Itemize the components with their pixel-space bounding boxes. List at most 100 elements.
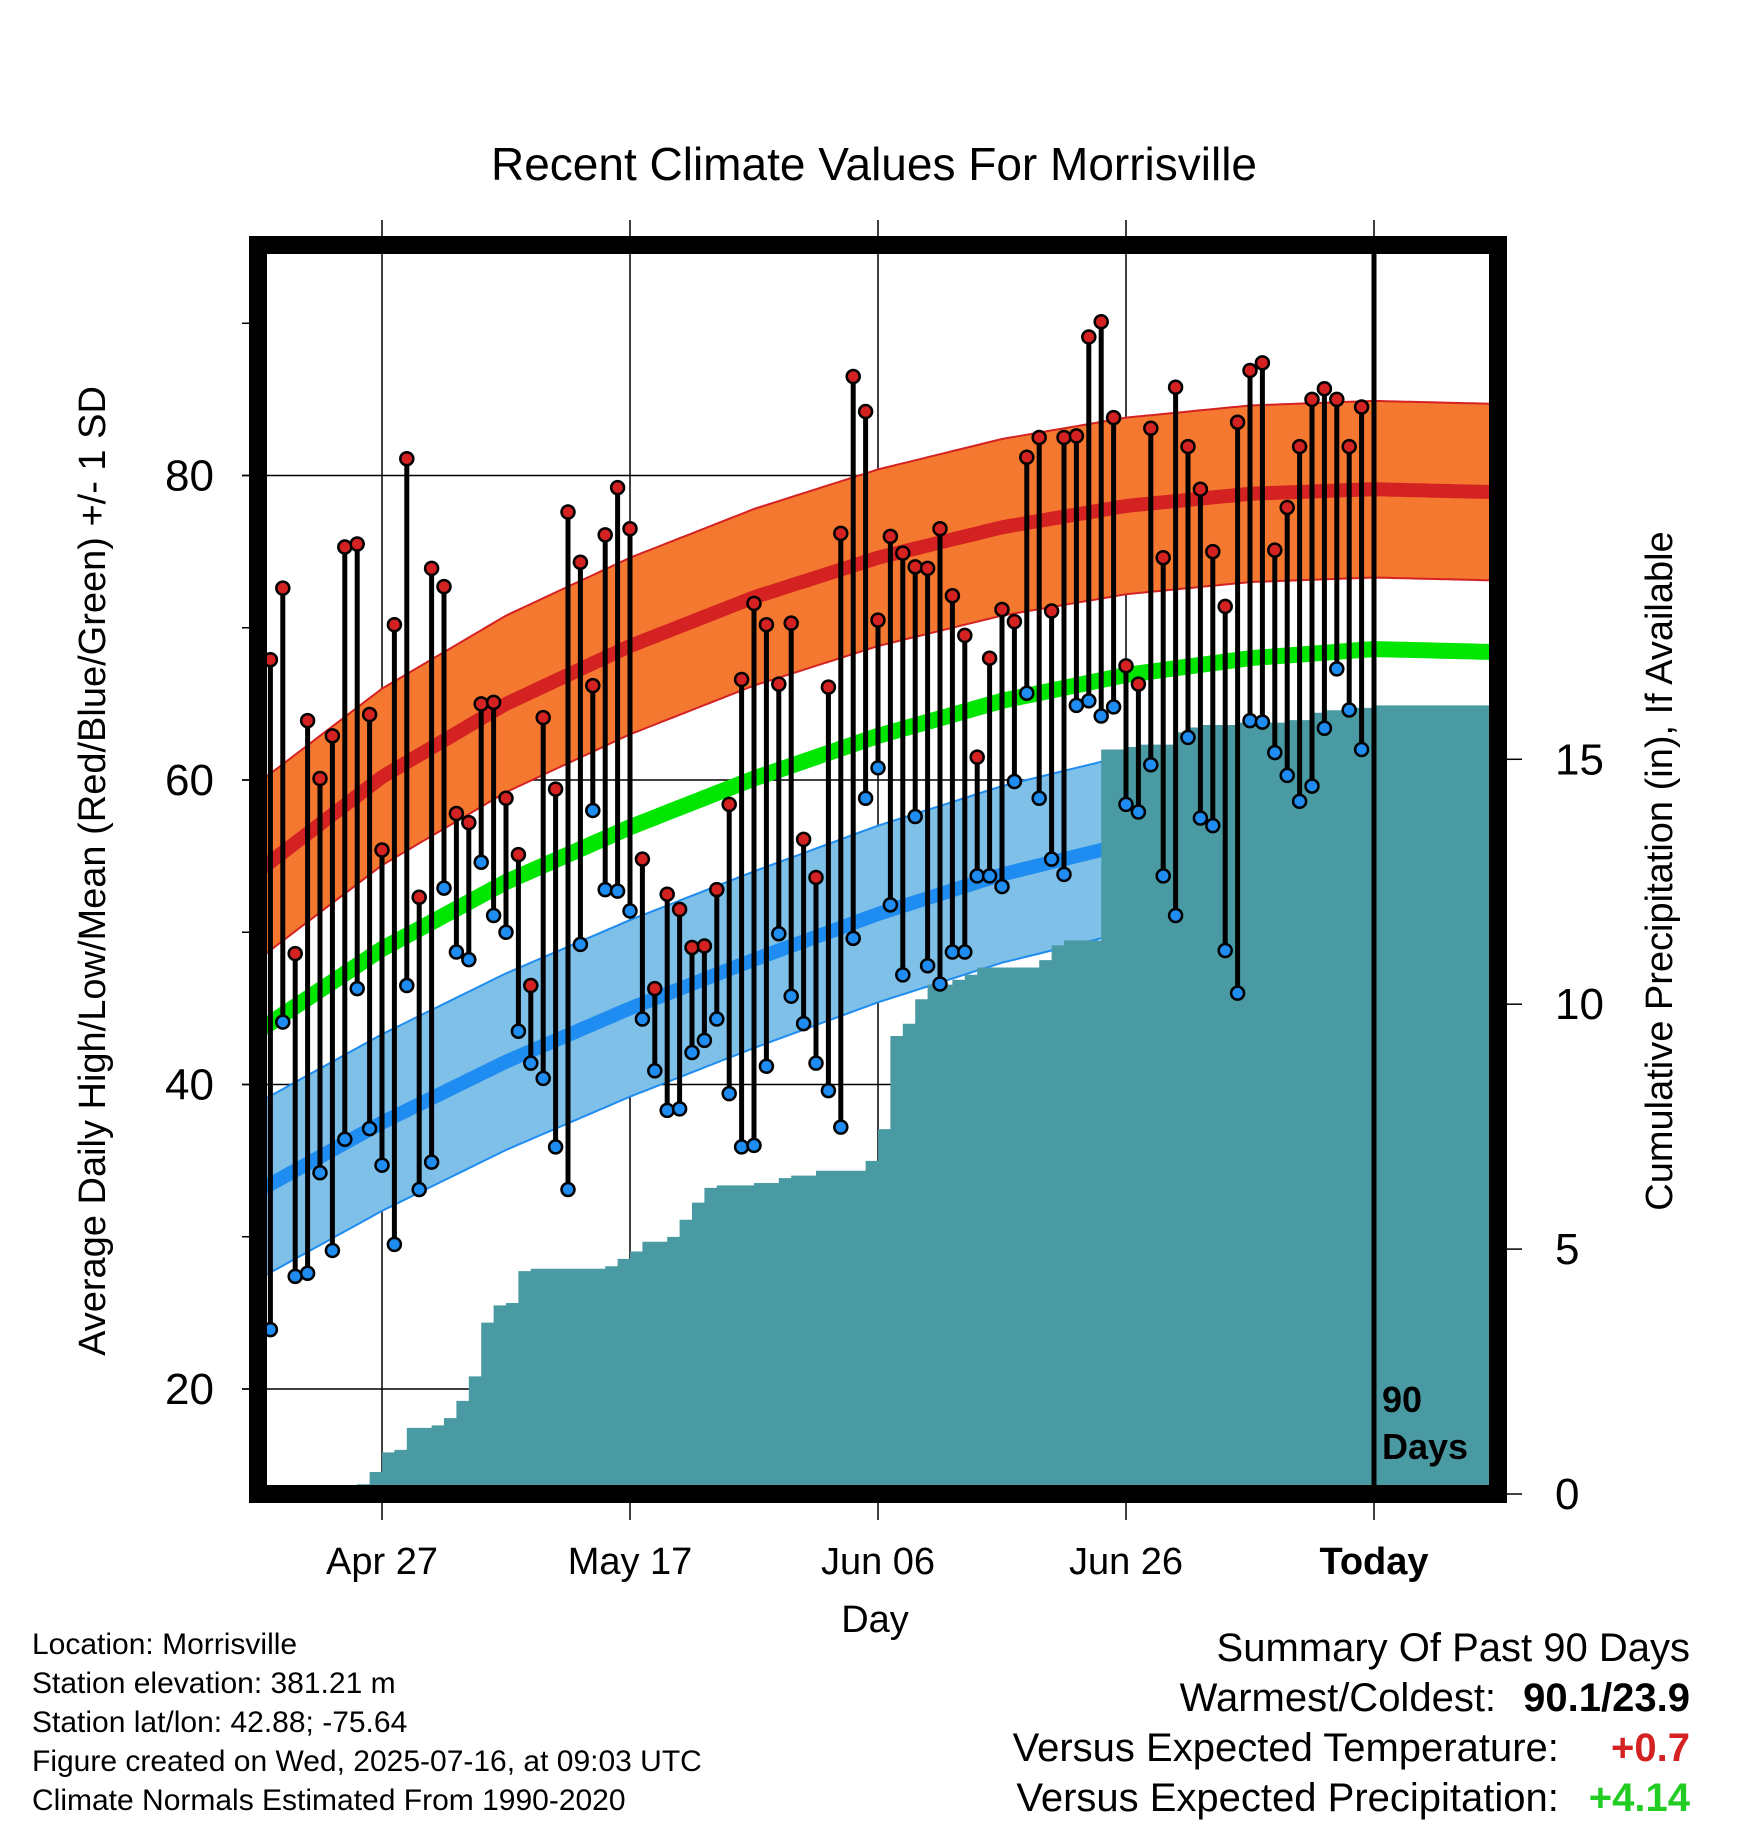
created-text: Figure created on Wed, 2025-07-16, at 09… (32, 1745, 702, 1778)
high-point (944, 588, 961, 604)
low-point (994, 878, 1010, 895)
low-point (1316, 720, 1333, 736)
high-point (386, 616, 403, 633)
low-point (957, 944, 973, 960)
low-point (510, 1023, 527, 1039)
summary-warmest-coldest: Warmest/Coldest: 90.1/23.9 (1013, 1673, 1690, 1723)
high-point (696, 938, 713, 954)
low-point (275, 1014, 291, 1030)
low-point (671, 1101, 688, 1117)
low-point (696, 1032, 713, 1049)
low-point (560, 1181, 576, 1198)
low-point (1068, 697, 1085, 714)
high-point (374, 842, 390, 858)
axes: 90 Days 20 40 60 80 0 5 10 15 Apr 27 May 17 Jun 06 Ju… (165, 236, 1604, 1583)
high-point (969, 749, 985, 765)
low-point (820, 1082, 837, 1099)
high-point (981, 650, 998, 666)
low-point (1192, 810, 1209, 826)
low-point (597, 881, 613, 898)
low-point (1143, 757, 1159, 773)
high-point (485, 694, 502, 711)
high-point (1329, 391, 1345, 408)
low-point (448, 944, 465, 960)
low-point (374, 1157, 390, 1173)
y-tick-label: 80 (165, 452, 214, 501)
location-text: Location: Morrisville (32, 1628, 298, 1661)
high-point (733, 671, 750, 688)
low-point (870, 760, 886, 776)
station-info: Location: Morrisville Station elevation:… (32, 1625, 702, 1820)
warmest-coldest-value: 90.1/23.9 (1523, 1676, 1690, 1720)
low-point (1205, 817, 1221, 834)
high-point (857, 403, 874, 420)
low-point (399, 977, 415, 994)
high-point (535, 709, 551, 726)
y2-tick-label: 0 (1555, 1470, 1579, 1519)
precipitation-area (258, 705, 1498, 1494)
high-point (957, 627, 973, 644)
low-point (1167, 907, 1184, 924)
high-normal-line (258, 482, 1498, 877)
low-point (833, 1119, 849, 1135)
high-point (758, 616, 775, 633)
low-point (535, 1070, 551, 1087)
high-point (622, 521, 638, 537)
high-point (1143, 420, 1159, 437)
high-point (870, 612, 886, 628)
high-point (845, 368, 861, 385)
high-point (1205, 543, 1221, 560)
low-point (423, 1154, 440, 1170)
low-point (647, 1063, 663, 1079)
x-tick-label: Today (1319, 1541, 1428, 1583)
low-point (349, 980, 365, 997)
high-point (795, 831, 812, 848)
low-point (795, 1015, 812, 1032)
summary-title: Summary Of Past 90 Days (1216, 1626, 1690, 1670)
high-point (882, 528, 899, 545)
latlon-text: Station lat/lon: 42.88; -75.64 (32, 1706, 408, 1739)
high-point (1056, 429, 1072, 446)
high-point (498, 790, 514, 807)
low-point (634, 1011, 651, 1027)
high-point (1093, 313, 1109, 330)
high-point (423, 560, 440, 577)
high-point (287, 945, 303, 962)
low-point (907, 808, 923, 825)
summary-precip: Versus Expected Precipitation: +4.14 (1013, 1773, 1690, 1823)
high-point (572, 554, 589, 571)
low-point (1254, 714, 1271, 730)
high-point (1192, 481, 1209, 497)
low-point (1267, 744, 1283, 761)
low-point (1043, 851, 1060, 867)
summary-temp: Versus Expected Temperature: +0.7 (1013, 1723, 1690, 1773)
low-point (1180, 729, 1196, 746)
plot-frame (249, 236, 1507, 1503)
high-point (1254, 355, 1271, 371)
high-point (671, 901, 688, 918)
y2-tick-label: 15 (1555, 735, 1604, 784)
low-point (1118, 796, 1134, 813)
high-point (746, 595, 762, 612)
high-point (1353, 399, 1370, 415)
high-point (1118, 658, 1134, 674)
high-point (473, 696, 489, 712)
x-tick-label: Jun 06 (821, 1541, 935, 1583)
high-point (337, 539, 353, 555)
normals-text: Climate Normals Estimated From 1990-2020 (32, 1784, 626, 1817)
low-point (411, 1181, 427, 1198)
high-point (324, 728, 341, 744)
low-point (473, 854, 489, 870)
low-point (721, 1085, 737, 1102)
high-point (1267, 542, 1283, 558)
warmest-coldest-label: Warmest/Coldest: (1179, 1676, 1497, 1720)
low-point (1056, 866, 1072, 883)
low-point (609, 883, 626, 899)
low-point (287, 1268, 303, 1285)
high-point (1081, 329, 1097, 345)
high-point (1130, 676, 1147, 692)
high-point (1229, 414, 1246, 430)
low-point (895, 967, 911, 983)
low-point (1229, 985, 1246, 1001)
high-point (895, 545, 911, 561)
